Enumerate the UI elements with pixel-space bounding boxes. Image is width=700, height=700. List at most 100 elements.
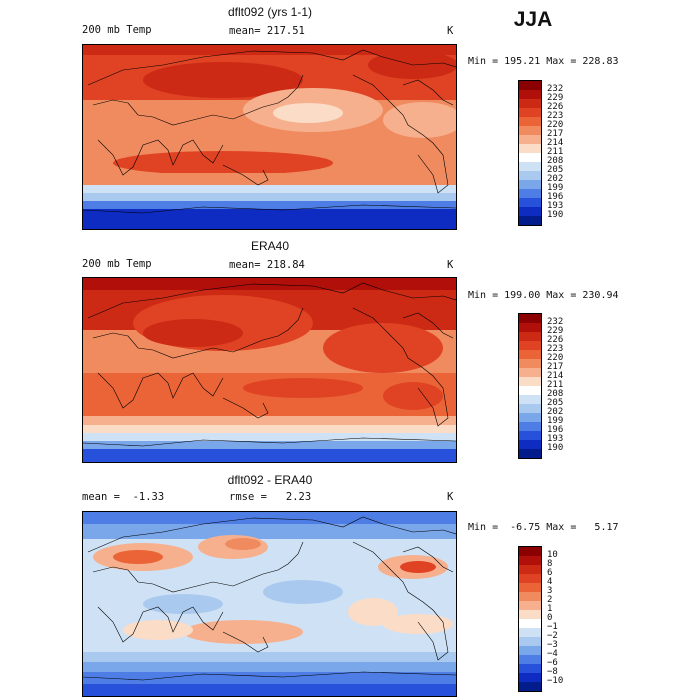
colorbar-tick-label: −1: [547, 622, 558, 632]
colorbar-tick-label: 220: [547, 120, 564, 130]
panel-3-minmax: Min = -6.75 Max = 5.17: [468, 522, 619, 533]
panel-2-colorbar: 232 229 226 223 220 217 214 211 208 205 202 199 196 1…: [518, 313, 563, 459]
colorbar-swatch: [519, 664, 541, 673]
colorbar-swatch: [519, 413, 541, 422]
colorbar-swatch: [519, 440, 541, 449]
colorbar-swatch: [519, 207, 541, 216]
colorbar-tick-label: 193: [547, 434, 564, 444]
colorbar-swatch: [519, 135, 541, 144]
panel-3-unit: K: [447, 491, 454, 503]
colorbar-swatch: [519, 216, 541, 225]
colorbar-swatch: [519, 198, 541, 207]
colorbar-tick-label: 3: [547, 586, 553, 596]
colorbar-tick-label: −10: [547, 676, 564, 686]
colorbar-swatch: [519, 556, 541, 565]
colorbar-tick-label: 223: [547, 111, 564, 121]
panel-3-colorbar: 10 8 6 4 3 2 1 0 −1 −2 −3 −4 −6 −8 −10: [518, 546, 563, 692]
panel-1-title: dflt092 (yrs 1-1): [227, 5, 313, 19]
colorbar-tick-label: 214: [547, 138, 564, 148]
colorbar-tick-label: 199: [547, 416, 564, 426]
colorbar-swatch: [519, 619, 541, 628]
colorbar-swatch: [519, 323, 541, 332]
colorbar-tick-label: 232: [547, 84, 564, 94]
panel-2-map: [82, 277, 457, 463]
panel-3-title: dflt092 - ERA40: [227, 473, 313, 487]
colorbar-tick-label: 211: [547, 147, 564, 157]
panel-1-contour-field: [83, 45, 456, 229]
panel-2-minmax: Min = 199.00 Max = 230.94: [468, 290, 619, 301]
colorbar-tick-label: −6: [547, 658, 558, 668]
colorbar-swatch: [519, 422, 541, 431]
panel-2-field-label: 200 mb Temp: [82, 258, 152, 270]
colorbar-swatch: [519, 610, 541, 619]
colorbar-swatch: [519, 144, 541, 153]
panel-3-colorbar-swatches: [518, 546, 542, 692]
colorbar-tick-label: 196: [547, 192, 564, 202]
colorbar-tick-label: 190: [547, 210, 564, 220]
colorbar-tick-label: 214: [547, 371, 564, 381]
colorbar-swatch: [519, 574, 541, 583]
colorbar-swatch: [519, 350, 541, 359]
panel-2-mean-label: mean= 218.84: [229, 259, 305, 271]
colorbar-tick-label: 0: [547, 613, 553, 623]
colorbar-tick-label: 208: [547, 389, 564, 399]
panel-3-map: [82, 511, 457, 697]
panel-2-title: ERA40: [250, 239, 290, 253]
colorbar-swatch: [519, 117, 541, 126]
colorbar-tick-label: 223: [547, 344, 564, 354]
panel-2-unit: K: [447, 259, 454, 271]
colorbar-tick-label: 2: [547, 595, 553, 605]
panel-1-minmax: Min = 195.21 Max = 228.83: [468, 56, 619, 67]
colorbar-tick-label: 199: [547, 183, 564, 193]
colorbar-swatch: [519, 108, 541, 117]
colorbar-tick-label: −3: [547, 640, 558, 650]
colorbar-swatch: [519, 189, 541, 198]
colorbar-swatch: [519, 359, 541, 368]
colorbar-tick-label: 196: [547, 425, 564, 435]
panel-2-colorbar-swatches: [518, 313, 542, 459]
colorbar-tick-label: −8: [547, 667, 558, 677]
panel-3-mean-label: mean = -1.33: [82, 491, 165, 503]
colorbar-tick-label: 232: [547, 317, 564, 327]
colorbar-swatch: [519, 655, 541, 664]
colorbar-tick-label: 211: [547, 380, 564, 390]
colorbar-swatch: [519, 126, 541, 135]
colorbar-swatch: [519, 341, 541, 350]
colorbar-swatch: [519, 628, 541, 637]
colorbar-tick-label: 208: [547, 156, 564, 166]
colorbar-swatch: [519, 431, 541, 440]
colorbar-swatch: [519, 673, 541, 682]
panel-1-map: [82, 44, 457, 230]
colorbar-swatch: [519, 90, 541, 99]
colorbar-tick-label: 217: [547, 129, 564, 139]
colorbar-tick-label: 4: [547, 577, 553, 587]
colorbar-tick-label: 10: [547, 550, 558, 560]
colorbar-tick-label: 8: [547, 559, 553, 569]
colorbar-swatch: [519, 547, 541, 556]
colorbar-swatch: [519, 377, 541, 386]
panel-1-colorbar-swatches: [518, 80, 542, 226]
colorbar-swatch: [519, 99, 541, 108]
panel-1-mean-label: mean= 217.51: [229, 25, 305, 37]
colorbar-swatch: [519, 583, 541, 592]
colorbar-tick-label: 217: [547, 362, 564, 372]
colorbar-swatch: [519, 162, 541, 171]
colorbar-tick-label: 202: [547, 174, 564, 184]
colorbar-tick-label: 226: [547, 335, 564, 345]
colorbar-tick-label: 190: [547, 443, 564, 453]
panel-1-colorbar: 232 229 226 223 220 217 214 211 208 205 202 199 196 1…: [518, 80, 563, 226]
colorbar-tick-label: 205: [547, 398, 564, 408]
colorbar-tick-label: 205: [547, 165, 564, 175]
colorbar-tick-label: 193: [547, 201, 564, 211]
colorbar-swatch: [519, 153, 541, 162]
colorbar-tick-label: 229: [547, 326, 564, 336]
colorbar-tick-label: 202: [547, 407, 564, 417]
colorbar-swatch: [519, 332, 541, 341]
colorbar-swatch: [519, 180, 541, 189]
colorbar-swatch: [519, 368, 541, 377]
colorbar-swatch: [519, 81, 541, 90]
colorbar-swatch: [519, 171, 541, 180]
colorbar-tick-label: 229: [547, 93, 564, 103]
season-label: JJA: [513, 8, 553, 31]
colorbar-swatch: [519, 449, 541, 458]
